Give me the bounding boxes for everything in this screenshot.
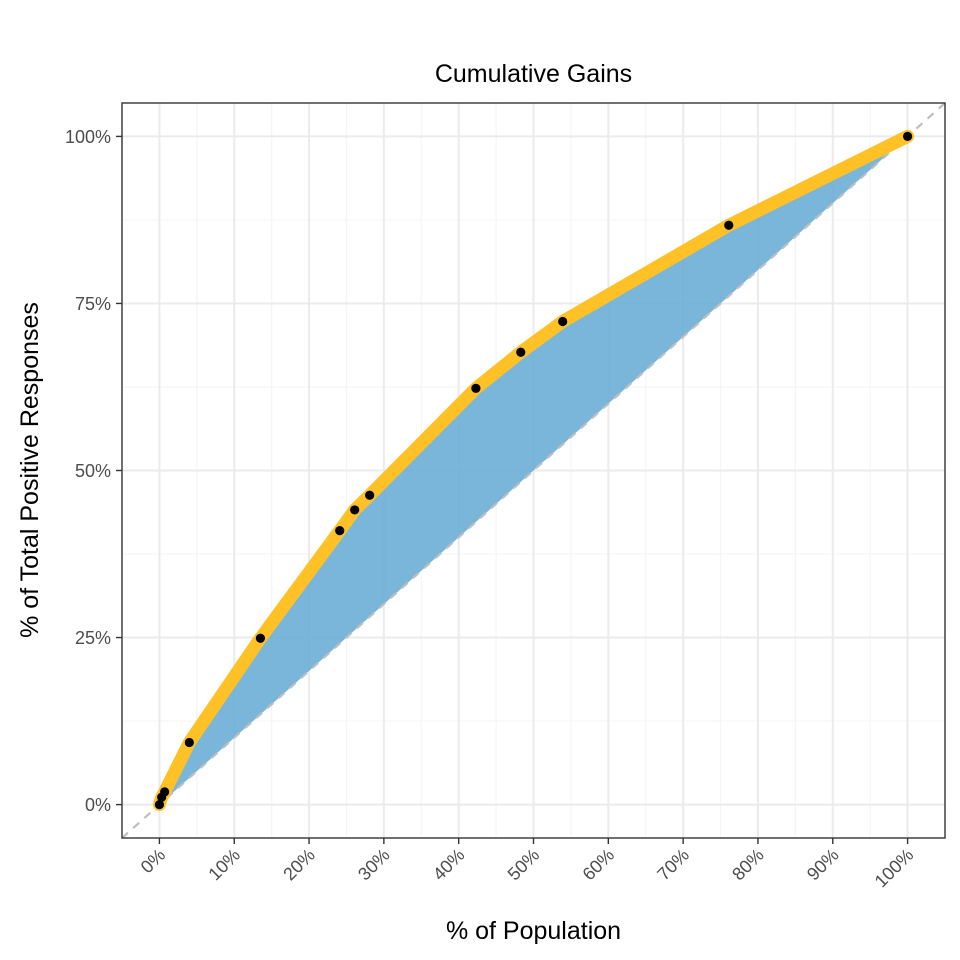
data-point xyxy=(558,316,568,327)
x-tick-label: 90% xyxy=(803,845,843,885)
data-point xyxy=(255,633,266,643)
data-point xyxy=(160,787,170,797)
y-axis-ticks: 0% 25% 50% 75% 100% xyxy=(65,127,122,815)
x-tick-label: 80% xyxy=(728,845,768,885)
data-point xyxy=(902,131,913,142)
x-axis-title: % of Population xyxy=(446,917,621,945)
x-tick-label: 20% xyxy=(279,845,319,885)
random-baseline-line xyxy=(121,102,946,839)
x-tick-label: 30% xyxy=(354,845,394,885)
y-tick-label: 25% xyxy=(75,628,111,648)
chart-title: Cumulative Gains xyxy=(435,60,632,88)
y-tick-label: 50% xyxy=(75,461,111,481)
data-point xyxy=(471,383,481,393)
x-axis-ticks: 0% 10% 20% 30% 40% 50% 60% 70% 80% 90% 100% xyxy=(137,838,918,892)
x-tick-label: 50% xyxy=(504,845,544,885)
data-point xyxy=(184,737,194,748)
x-tick-label: 0% xyxy=(137,845,170,878)
y-axis-title: % of Total Positive Responses xyxy=(16,302,44,638)
data-point xyxy=(724,220,734,230)
x-tick-label: 40% xyxy=(429,845,469,885)
x-tick-label: 60% xyxy=(579,845,619,885)
data-points xyxy=(154,131,913,810)
data-point xyxy=(154,799,165,810)
x-tick-label: 70% xyxy=(653,845,693,885)
y-tick-label: 100% xyxy=(65,127,111,147)
data-point xyxy=(365,490,375,500)
y-tick-label: 75% xyxy=(75,294,111,314)
data-point xyxy=(335,526,345,536)
data-point xyxy=(350,505,360,515)
x-tick-label: 100% xyxy=(871,845,918,892)
y-tick-label: 0% xyxy=(85,795,111,815)
x-tick-label: 10% xyxy=(204,845,244,885)
data-point xyxy=(516,347,526,357)
